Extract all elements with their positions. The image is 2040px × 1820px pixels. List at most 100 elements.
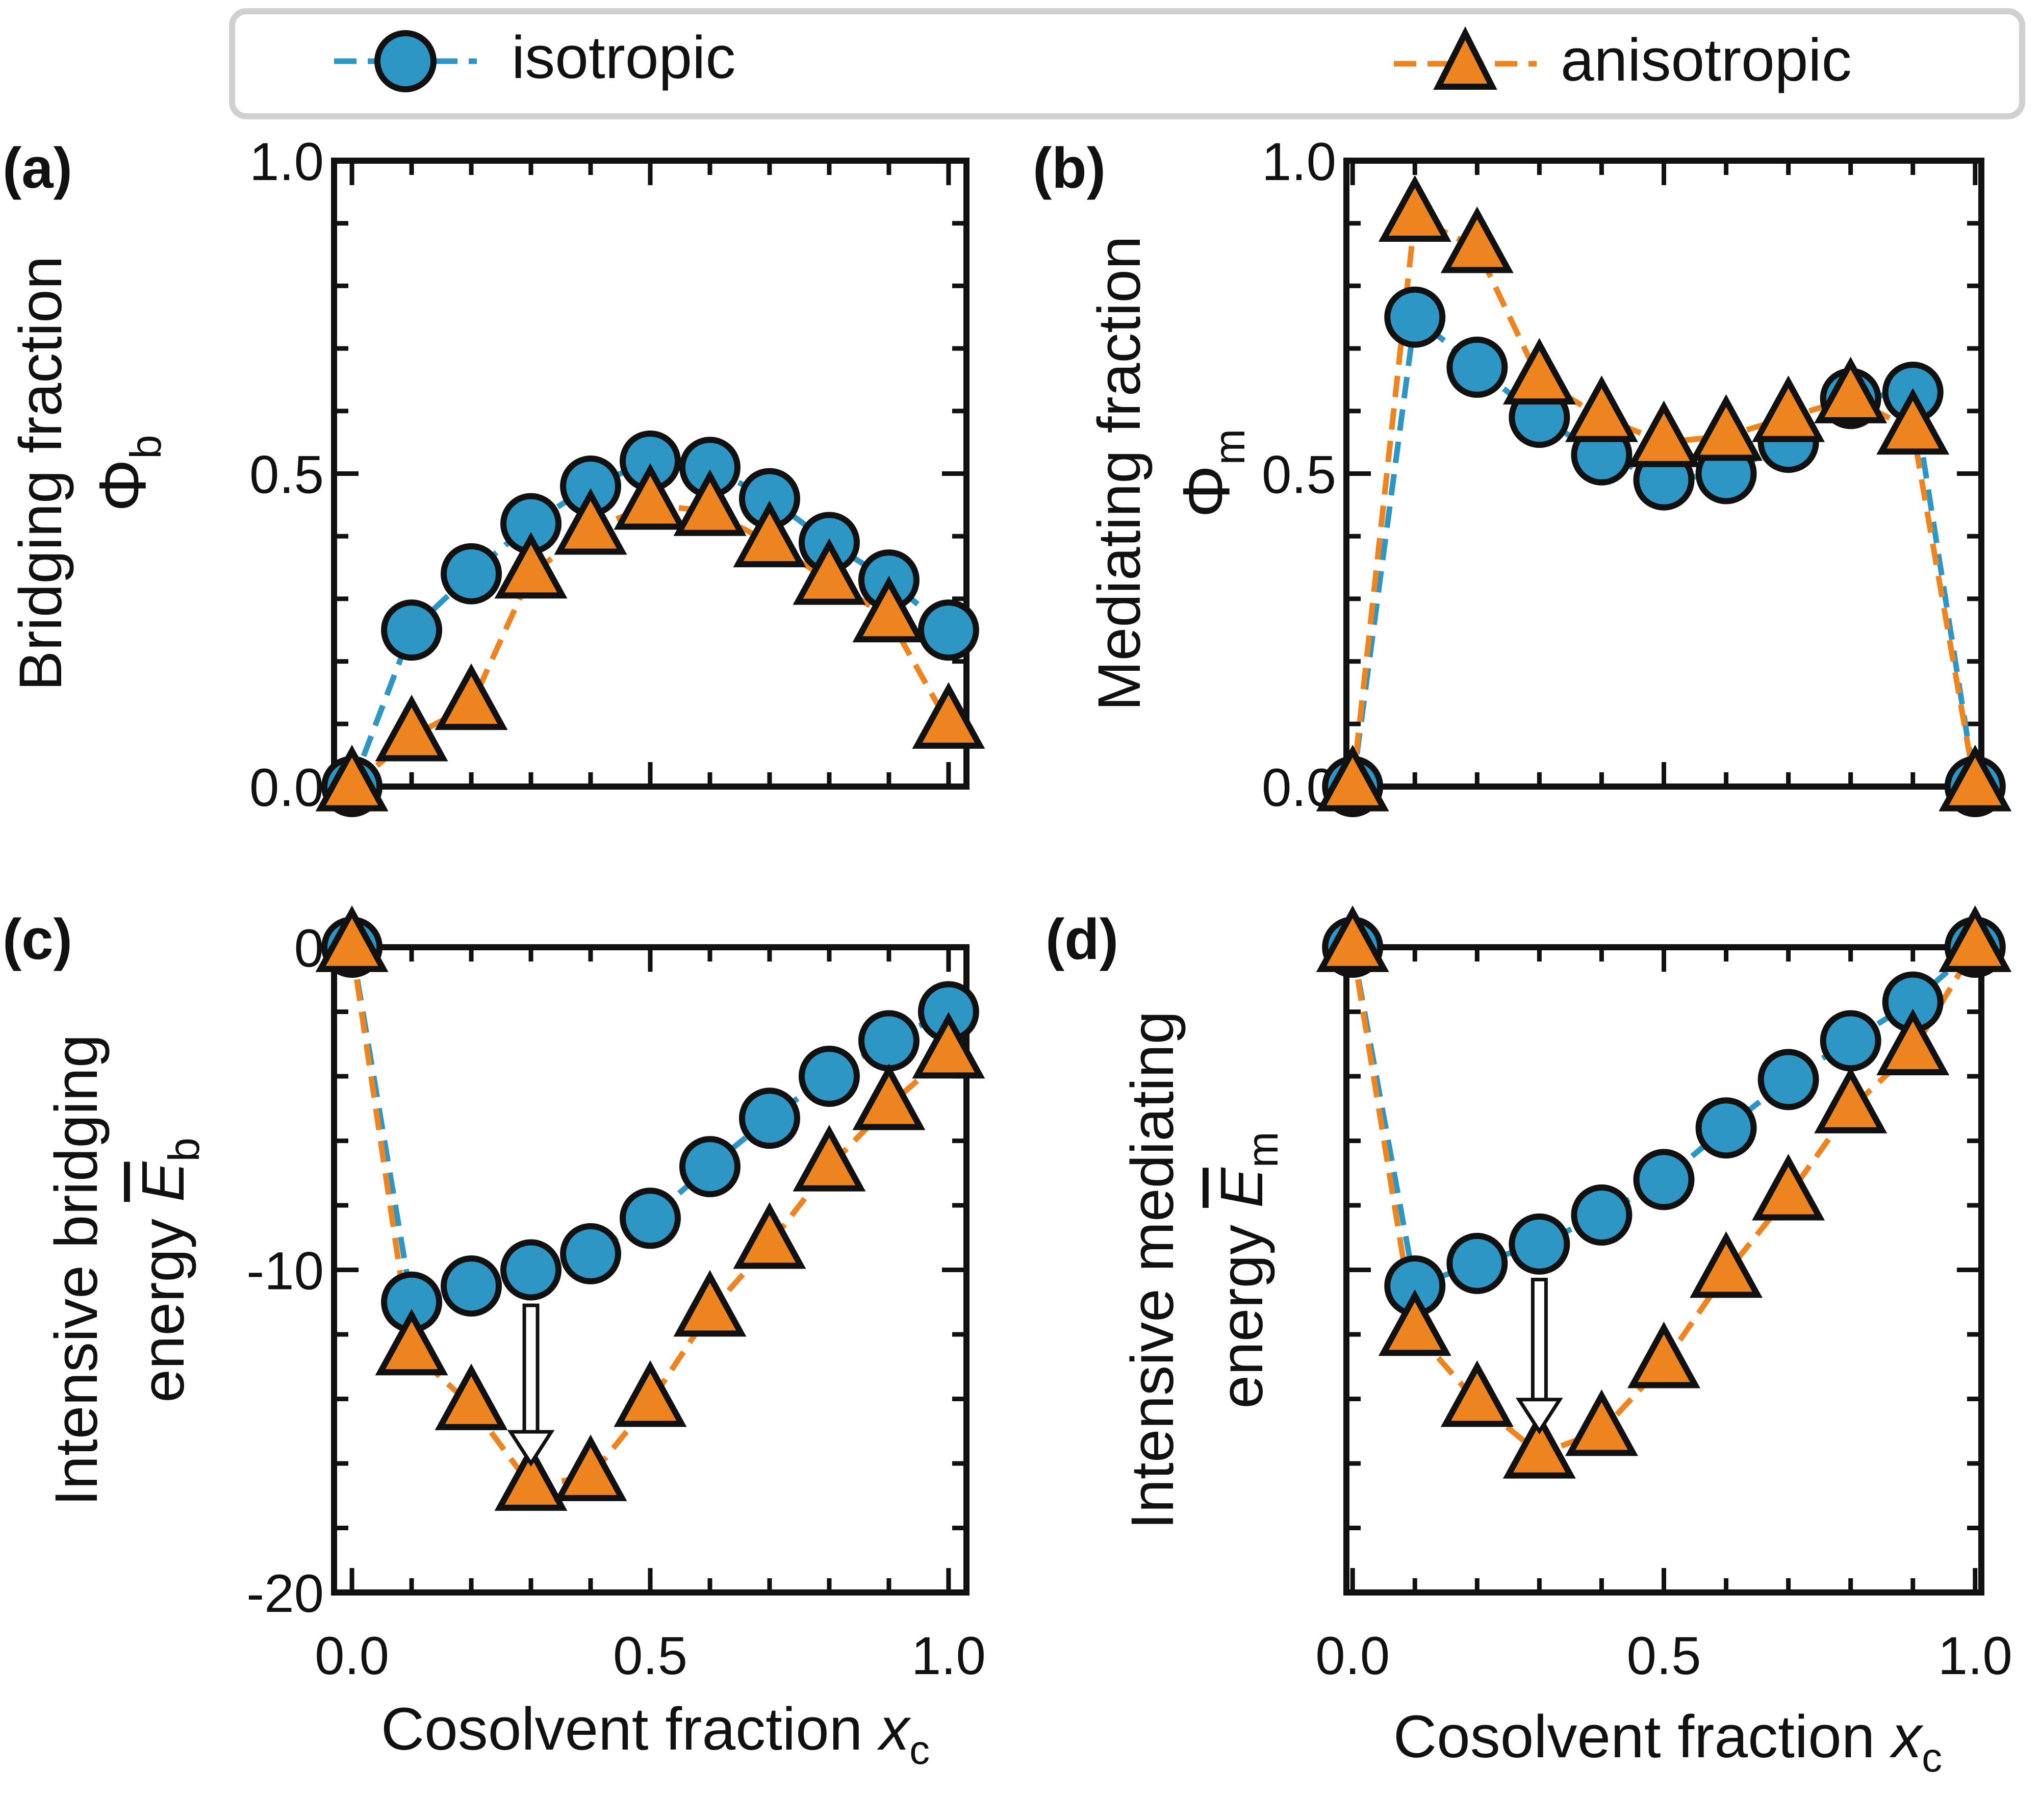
y-tick-label: 0.0 [249,758,324,818]
point-anisotropic [315,905,389,972]
point-anisotropic [1378,1289,1451,1356]
point-anisotropic [673,469,747,536]
y-axis-symbol: Φb [85,435,170,512]
point-anisotropic [1316,745,1389,812]
point-anisotropic [1502,1412,1576,1479]
point-isotropic [500,1239,562,1301]
panel-b: 0.00.51.0(b)Mediating fraction Φm [1033,132,2012,818]
point-anisotropic [1690,394,1763,461]
point-isotropic [441,543,502,604]
point-anisotropic [1876,388,1950,455]
point-isotropic [798,1046,860,1107]
point-anisotropic [1627,1321,1700,1388]
point-anisotropic [1939,905,2012,972]
point-anisotropic [852,1063,926,1130]
point-isotropic [917,599,979,661]
point-anisotropic [315,745,389,812]
point-anisotropic [435,663,508,730]
point-isotropic [1446,1232,1508,1294]
y-axis-label: Mediating fraction [1086,236,1153,711]
point-isotropic [1446,336,1508,398]
legend-anisotropic-marker [1433,26,1497,90]
x-tick-label: 1.0 [1938,1626,2012,1686]
point-anisotropic [1939,745,2012,812]
point-isotropic [738,1088,800,1149]
legend-isotropic-marker [374,30,437,92]
point-anisotropic [1814,1067,1888,1133]
x-tick-label: 0.5 [613,1626,687,1686]
point-anisotropic [1378,175,1451,242]
arrow-head [1515,1398,1563,1435]
point-anisotropic [793,538,866,605]
point-anisotropic [912,682,985,749]
panel-label: (a) [3,136,72,200]
point-anisotropic [435,1363,508,1430]
point-anisotropic [912,1012,985,1079]
point-anisotropic [1627,400,1700,467]
point-anisotropic [793,1125,866,1192]
axes-frame [1343,158,1984,790]
point-anisotropic [1876,1008,1950,1075]
point-isotropic [560,1223,622,1284]
panel-d: 0.0 0.5 1.0 (d)Intensive mediating energy Em… [1046,905,2012,1780]
point-anisotropic [1814,357,1888,423]
axes-frame [1343,944,1984,1596]
legend-isotropic-label: isotropic [512,24,735,91]
line-isotropic [1349,312,1978,787]
point-anisotropic [733,1202,806,1269]
x-tick-label: 0.5 [1627,1626,1701,1686]
legend: isotropic anisotropic [229,8,2025,119]
legend-isotropic-key [334,30,477,92]
y-axis-symbol: Φm [1169,429,1254,518]
panel-label: (d) [1046,907,1118,971]
line-anisotropic [349,947,951,1489]
y-axis-symbol: energy Em [1208,1131,1287,1408]
x-tick-label: 1.0 [911,1626,986,1686]
y-tick-label: 1.0 [249,132,324,192]
arrow-head [507,1430,555,1467]
point-isotropic [1820,1010,1881,1072]
plots: 0.0 0.5 1.0 (a) Bridging fraction Φb 0.0 0.5 1.0… [3,132,2012,1780]
y-axis-symbol: energy Eb [130,1138,209,1403]
point-isotropic [1571,1184,1633,1246]
point-anisotropic [852,575,926,643]
y-tick-label: -20 [246,1564,324,1624]
panel-label: (b) [1033,136,1106,200]
point-isotropic [1384,286,1446,348]
point-isotropic [679,1136,741,1198]
x-tick-label: 0.0 [315,1626,389,1686]
y-axis-label: Intensive bridging [43,1034,110,1506]
point-isotropic [858,1010,920,1072]
point-isotropic [1509,1213,1570,1275]
point-anisotropic [1690,1231,1763,1298]
x-tick-label: 0.0 [1315,1626,1390,1686]
y-tick-label: 1.0 [1262,132,1336,192]
x-axis-label: Cosolvent fraction xc [381,1696,930,1773]
point-anisotropic [494,532,568,599]
point-anisotropic [1440,1360,1514,1427]
point-isotropic [620,1187,681,1249]
point-isotropic [1695,1097,1757,1159]
point-anisotropic [554,1434,627,1501]
point-isotropic [441,1255,502,1317]
y-axis-label: Bridging fraction [7,256,74,691]
y-tick-label: -10 [246,1242,324,1301]
point-isotropic [381,599,443,661]
point-anisotropic [1565,1389,1638,1456]
point-anisotropic [1502,338,1576,405]
legend-anisotropic-key [1394,26,1537,90]
point-anisotropic [614,463,687,530]
point-isotropic [1633,1149,1695,1210]
legend-frame [229,8,2025,119]
point-anisotropic [614,1360,687,1427]
point-anisotropic [1565,375,1638,442]
point-anisotropic [375,694,448,762]
arrow-shaft [522,1303,540,1435]
panel-a: 0.0 0.5 1.0 (a) Bridging fraction Φb [3,132,985,818]
point-anisotropic [375,1308,448,1376]
axes-frame [331,944,970,1596]
point-anisotropic [673,1270,747,1337]
panel-label: (c) [3,907,72,971]
